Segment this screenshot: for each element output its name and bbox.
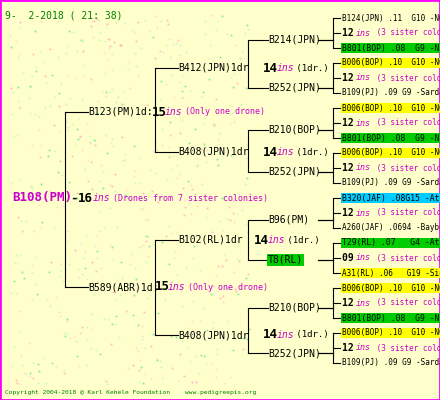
Text: B006(BOP) .10  G10 -NO6294R: B006(BOP) .10 G10 -NO6294R: [342, 328, 440, 338]
Text: T29(RL) .07   G4 -Athos00R: T29(RL) .07 G4 -Athos00R: [342, 238, 440, 248]
Text: (3 sister colonies): (3 sister colonies): [372, 118, 440, 128]
Text: 16: 16: [78, 192, 93, 204]
Text: B589(ABR)1d:: B589(ABR)1d:: [88, 282, 158, 292]
Text: B252(JPN): B252(JPN): [268, 348, 321, 358]
Text: (3 sister colonies): (3 sister colonies): [372, 298, 440, 308]
Text: B006(BOP) .10  G10 -NO6294R: B006(BOP) .10 G10 -NO6294R: [342, 284, 440, 292]
Text: B96(PM): B96(PM): [268, 215, 309, 225]
Text: 12: 12: [342, 73, 359, 83]
Text: ins: ins: [277, 147, 295, 157]
Text: 14: 14: [263, 328, 278, 342]
Text: (3 sister colonies): (3 sister colonies): [372, 208, 440, 218]
Text: ins: ins: [356, 208, 371, 218]
Text: (1dr.): (1dr.): [291, 64, 329, 72]
Text: 14: 14: [263, 62, 278, 74]
Text: B214(JPN): B214(JPN): [268, 35, 321, 45]
Text: ins: ins: [356, 298, 371, 308]
Text: (3 sister colonies): (3 sister colonies): [372, 254, 440, 262]
Text: B801(BOP) .08  G9 -NO6294R: B801(BOP) .08 G9 -NO6294R: [342, 134, 440, 142]
Text: B252(JPN): B252(JPN): [268, 167, 321, 177]
Text: 9-  2-2018 ( 21: 38): 9- 2-2018 ( 21: 38): [5, 10, 122, 20]
Text: ins: ins: [356, 344, 371, 352]
Text: B109(PJ) .09 G9 -Sardasht93R: B109(PJ) .09 G9 -Sardasht93R: [342, 358, 440, 368]
Text: (3 sister colonies): (3 sister colonies): [372, 344, 440, 352]
Text: (Drones from 7 sister colonies): (Drones from 7 sister colonies): [108, 194, 268, 202]
Text: (1dr.): (1dr.): [282, 236, 319, 244]
Text: 14: 14: [254, 234, 269, 246]
Text: B252(JPN): B252(JPN): [268, 83, 321, 93]
Text: (Only one drone): (Only one drone): [183, 282, 268, 292]
Text: ins: ins: [165, 107, 183, 117]
Text: -: -: [70, 192, 77, 204]
Text: (1dr.): (1dr.): [291, 148, 329, 156]
Text: B210(BOP): B210(BOP): [268, 303, 321, 313]
Text: B412(JPN)1dr: B412(JPN)1dr: [178, 63, 249, 73]
Text: 12: 12: [342, 343, 359, 353]
Text: ins: ins: [93, 193, 110, 203]
Text: ins: ins: [277, 330, 295, 340]
Text: ins: ins: [356, 28, 371, 38]
Text: ins: ins: [168, 282, 186, 292]
Text: (3 sister colonies): (3 sister colonies): [372, 164, 440, 172]
Text: 15: 15: [152, 106, 167, 118]
Text: A260(JAF) .0694 -Bayburt98-3: A260(JAF) .0694 -Bayburt98-3: [342, 224, 440, 232]
Text: B109(PJ) .09 G9 -Sardasht93R: B109(PJ) .09 G9 -Sardasht93R: [342, 178, 440, 188]
Text: 14: 14: [263, 146, 278, 158]
Text: B124(JPN) .11  G10 -NO6294R: B124(JPN) .11 G10 -NO6294R: [342, 14, 440, 22]
Text: B123(PM)1d:: B123(PM)1d:: [88, 107, 153, 117]
Text: (3 sister colonies): (3 sister colonies): [372, 74, 440, 82]
Text: 12: 12: [342, 28, 359, 38]
Text: 15: 15: [155, 280, 170, 294]
Text: T8(RL): T8(RL): [268, 255, 303, 265]
Text: B108(PM): B108(PM): [12, 192, 72, 204]
Text: B408(JPN)1dr: B408(JPN)1dr: [178, 147, 249, 157]
Text: B006(BOP) .10  G10 -NO6294R: B006(BOP) .10 G10 -NO6294R: [342, 58, 440, 68]
Text: B102(RL)1dr: B102(RL)1dr: [178, 235, 242, 245]
Text: (1dr.): (1dr.): [291, 330, 329, 340]
Text: B408(JPN)1dr: B408(JPN)1dr: [178, 330, 249, 340]
Text: 12: 12: [342, 298, 359, 308]
Text: 12: 12: [342, 118, 359, 128]
Text: B006(BOP) .10  G10 -NO6294R: B006(BOP) .10 G10 -NO6294R: [342, 104, 440, 112]
Text: 12: 12: [342, 208, 359, 218]
Text: B210(BOP): B210(BOP): [268, 125, 321, 135]
Text: ins: ins: [268, 235, 286, 245]
Text: B801(BOP) .08  G9 -NO6294R: B801(BOP) .08 G9 -NO6294R: [342, 44, 440, 52]
Text: ins: ins: [356, 254, 371, 262]
Text: B320(JAF) .08G15 -AthosSt80R: B320(JAF) .08G15 -AthosSt80R: [342, 194, 440, 202]
Text: ins: ins: [356, 118, 371, 128]
Text: B801(BOP) .08  G9 -NO6294R: B801(BOP) .08 G9 -NO6294R: [342, 314, 440, 322]
Text: ins: ins: [277, 63, 295, 73]
Text: 09: 09: [342, 253, 359, 263]
Text: Copyright 2004-2018 @ Karl Kehele Foundation    www.pedigreepis.org: Copyright 2004-2018 @ Karl Kehele Founda…: [5, 390, 256, 395]
Text: A31(RL) .06   G19 -Sinop62R: A31(RL) .06 G19 -Sinop62R: [342, 268, 440, 278]
Text: (3 sister colonies): (3 sister colonies): [372, 28, 440, 38]
Text: (Only one drone): (Only one drone): [180, 108, 265, 116]
Text: B109(PJ) .09 G9 -Sardasht93R: B109(PJ) .09 G9 -Sardasht93R: [342, 88, 440, 98]
Text: 12: 12: [342, 163, 359, 173]
Text: ins: ins: [356, 164, 371, 172]
Text: B006(BOP) .10  G10 -NO6294R: B006(BOP) .10 G10 -NO6294R: [342, 148, 440, 158]
Text: ins: ins: [356, 74, 371, 82]
